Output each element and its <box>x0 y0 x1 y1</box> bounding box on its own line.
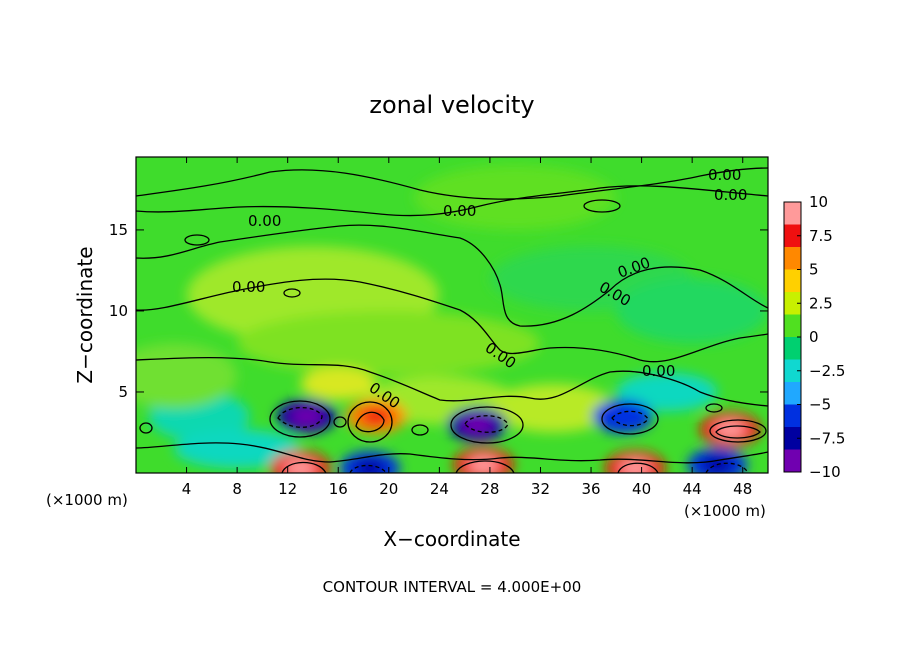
x-tick-label: 44 <box>683 480 702 498</box>
contour-line <box>455 460 515 473</box>
x-axis-ticks: 4 8 12 16 20 24 28 32 36 40 44 48 <box>182 157 752 498</box>
x-tick-label: 4 <box>182 480 192 498</box>
x-tick-label: 32 <box>531 480 550 498</box>
contour-label: 0.00 <box>642 362 675 380</box>
colorbar-tick-label: 0 <box>809 328 819 346</box>
colorbar-swatch <box>784 269 801 293</box>
colorbar-swatches <box>784 202 801 473</box>
field-region <box>136 343 237 409</box>
colorbar-swatch <box>784 404 801 428</box>
colorbar-tick-label: −2.5 <box>809 362 845 380</box>
colorbar-tick-label: −5 <box>809 396 831 414</box>
contour-lines <box>136 167 768 473</box>
contour-line <box>281 461 327 473</box>
contour-line <box>450 406 524 444</box>
contour-label: 0.00 <box>443 202 476 220</box>
field-region <box>616 278 768 344</box>
contour-line <box>136 278 768 363</box>
colorbar-swatch <box>784 382 801 405</box>
colorbar: 10 7.5 5 2.5 0 −2.5 −5 −7.5 −10 <box>783 193 845 481</box>
contour-label: 0.00 <box>708 166 741 184</box>
field-extremum-core <box>284 459 317 473</box>
contour-line <box>705 403 723 413</box>
contour-line <box>347 401 393 443</box>
field-region <box>174 429 301 469</box>
x-tick-label: 28 <box>480 480 499 498</box>
contour-line <box>355 411 385 433</box>
x-tick-label: 16 <box>329 480 348 498</box>
contour-line <box>277 406 323 428</box>
contour-line <box>184 234 210 246</box>
contour-line <box>136 167 768 200</box>
colorbar-tick-label: −10 <box>809 463 841 481</box>
y-axis-ticks: 5 10 15 <box>109 221 768 401</box>
contour-line <box>136 442 768 464</box>
contour-line <box>411 424 429 436</box>
x-unit-left: (×1000 m) <box>46 491 128 509</box>
contour-line <box>283 288 301 298</box>
x-tick-label: 8 <box>232 480 242 498</box>
colorbar-ticks: 10 7.5 5 2.5 0 −2.5 −5 −7.5 −10 <box>797 193 845 481</box>
contour-line <box>601 403 659 435</box>
x-tick-label: 36 <box>581 480 600 498</box>
x-axis-label: X−coordinate <box>383 527 520 551</box>
colorbar-tick-label: 5 <box>809 261 819 279</box>
contour-interval-note: CONTOUR INTERVAL = 4.000E+00 <box>323 578 582 596</box>
field-region <box>616 372 718 412</box>
contour-line <box>136 224 768 327</box>
colorbar-tick-label: 10 <box>809 193 828 211</box>
contour-line <box>715 425 761 439</box>
y-tick-label: 15 <box>109 221 128 239</box>
contour-line <box>269 400 331 438</box>
colorbar-swatch <box>784 359 801 383</box>
colorbar-tick-label: 7.5 <box>809 227 833 245</box>
x-unit-right: (×1000 m) <box>684 502 766 520</box>
x-tick-label: 20 <box>379 480 398 498</box>
contour-line <box>139 422 153 434</box>
colorbar-tick-label: −7.5 <box>809 429 845 447</box>
contour-line <box>583 199 621 213</box>
contour-line <box>617 462 659 473</box>
colorbar-tick-label: 2.5 <box>809 294 833 312</box>
colorbar-swatch <box>784 427 801 450</box>
field-extremum-core <box>290 407 323 426</box>
y-tick-label: 10 <box>109 302 128 320</box>
contour-line <box>349 464 387 473</box>
colorbar-swatch <box>784 202 801 225</box>
contour-label: 0.00 <box>248 212 281 230</box>
contour-line <box>709 419 767 443</box>
contour-label: 0.00 <box>232 278 265 296</box>
field-extremum-core <box>461 415 494 434</box>
contour-line <box>136 185 768 217</box>
field-extremum-core <box>619 459 652 473</box>
field-region <box>237 310 541 376</box>
colorbar-swatch <box>784 292 801 315</box>
x-tick-label: 40 <box>632 480 651 498</box>
contour-line <box>705 462 749 473</box>
y-tick-label: 5 <box>118 383 128 401</box>
contour-line <box>136 356 768 407</box>
colorbar-swatch <box>784 224 801 248</box>
contour-line <box>464 415 509 433</box>
x-tick-label: 12 <box>278 480 297 498</box>
colorbar-swatch <box>784 247 801 270</box>
field-extremum-core <box>353 459 386 473</box>
field-region <box>414 165 616 230</box>
field-extremum-core <box>606 407 639 426</box>
plot-frame <box>135 156 769 474</box>
field-extremum-core <box>714 420 747 439</box>
colorbar-swatch <box>784 449 801 473</box>
x-tick-label: 48 <box>733 480 752 498</box>
colorbar-swatch <box>784 337 801 360</box>
x-tick-label: 24 <box>430 480 449 498</box>
contour-label: 0.00 <box>714 186 747 204</box>
plot-area: 0.00 0.00 0.00 0.00 0.00 0.00 0.00 0.00 … <box>135 156 769 474</box>
colorbar-swatch <box>784 314 801 338</box>
contour-line <box>333 416 347 428</box>
y-axis-label: Z−coordinate <box>73 246 97 383</box>
chart-title: zonal velocity <box>369 91 534 119</box>
field-region <box>300 367 377 401</box>
